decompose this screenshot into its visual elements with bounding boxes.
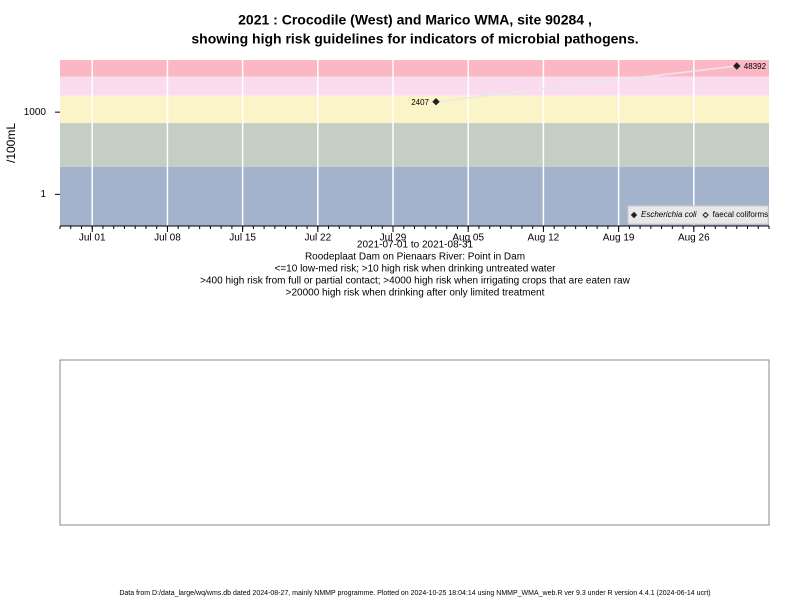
data-point (733, 62, 741, 70)
legend-marker (702, 211, 709, 219)
x-tick-label: Jul 01 (79, 233, 106, 244)
series-line (435, 65, 737, 103)
legend-label: Escherichia coli (641, 210, 697, 219)
y-axis-label: /100mL (4, 123, 18, 163)
legend-label: faecal coliforms (713, 210, 769, 219)
x-tick-label: Jul 22 (304, 233, 331, 244)
risk-band (60, 123, 769, 167)
risk-band (60, 95, 769, 124)
y-tick-label: 1000 (24, 107, 47, 118)
legend-box (627, 205, 769, 225)
note: >20000 high risk when drinking after onl… (286, 288, 545, 299)
note: Roodeplaat Dam on Pienaars River: Point … (305, 252, 525, 263)
legend-marker (630, 211, 638, 219)
data-label: 2407 (411, 98, 429, 107)
x-tick-label: Jul 15 (229, 233, 256, 244)
note: >400 high risk from full or partial cont… (200, 276, 630, 287)
y-tick-label: 1 (40, 189, 46, 200)
data-point (432, 97, 440, 106)
risk-band (60, 76, 769, 96)
x-axis-label: 2021-07-01 to 2021-08-31 (357, 240, 474, 251)
footer: Data from D:/data_large/wq/wms.db dated … (119, 590, 710, 597)
x-tick-label: Aug 26 (678, 233, 710, 244)
data-label: 48392 (744, 62, 767, 71)
x-tick-label: Aug 12 (528, 233, 560, 244)
chart-title: 2021 : Crocodile (West) and Marico WMA, … (238, 12, 592, 28)
x-tick-label: Aug 05 (452, 233, 484, 244)
x-tick-label: Aug 19 (603, 233, 635, 244)
chart-title: showing high risk guidelines for indicat… (191, 31, 638, 47)
risk-band (60, 60, 769, 77)
empty-panel (59, 359, 770, 526)
note: <=10 low-med risk; >10 high risk when dr… (275, 264, 557, 275)
x-tick-label: Jul 29 (380, 233, 407, 244)
x-tick-label: Jul 08 (154, 233, 181, 244)
